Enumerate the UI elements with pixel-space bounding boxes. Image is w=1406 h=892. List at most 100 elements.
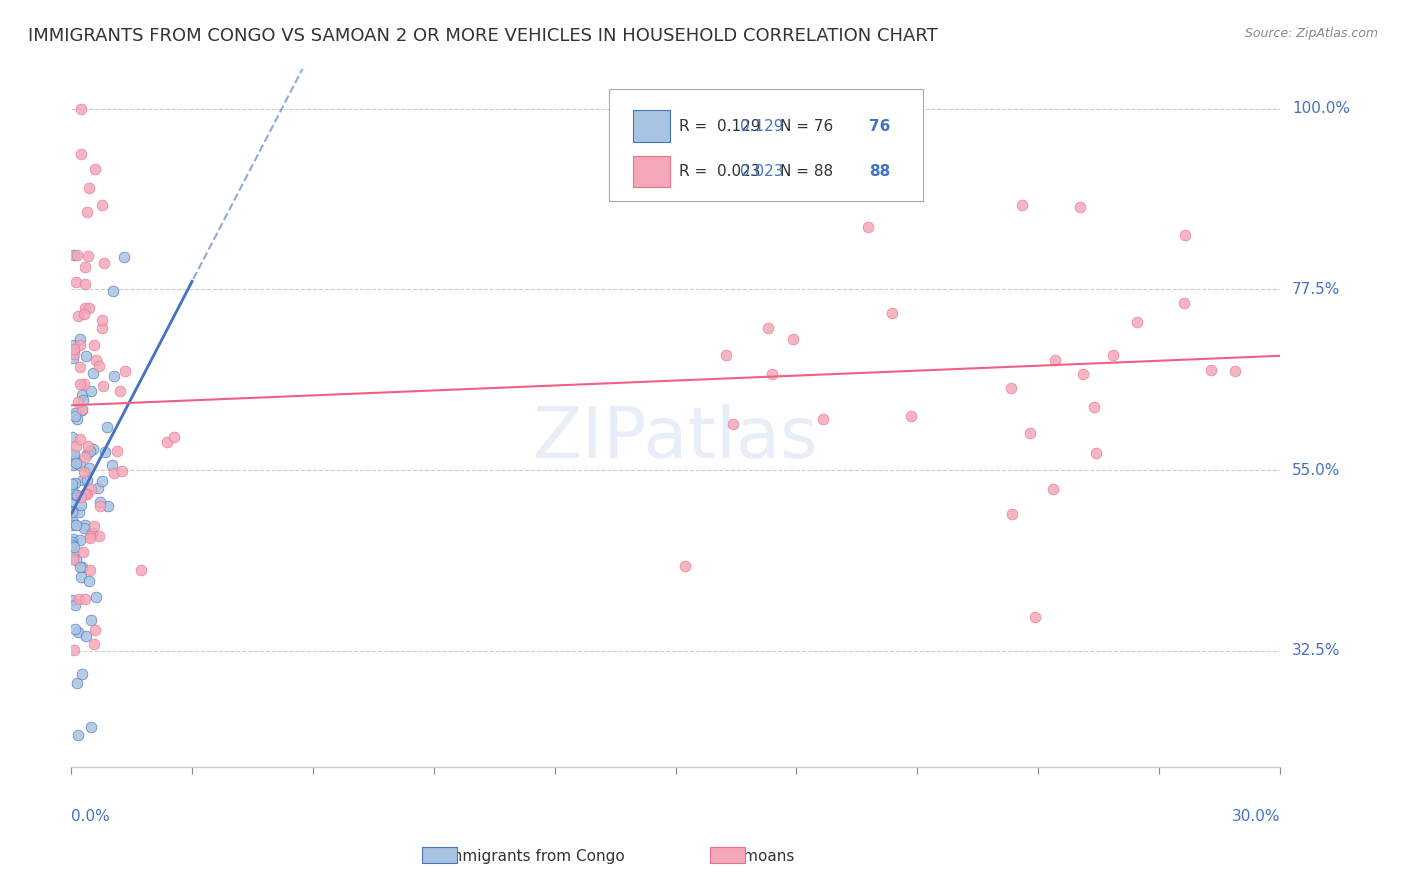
Point	[1084, 446, 1107, 460]
Point	[77, 181, 100, 195]
Point	[91, 198, 114, 212]
Point	[108, 384, 131, 398]
Point	[756, 321, 779, 335]
Point	[73, 487, 96, 501]
Point	[69, 458, 91, 472]
Point	[60, 486, 83, 500]
Point	[69, 570, 91, 584]
Point	[67, 592, 90, 607]
Point	[60, 538, 83, 552]
Point	[673, 559, 696, 574]
Point	[83, 162, 105, 177]
Point	[1073, 367, 1095, 381]
Point	[83, 518, 105, 533]
Point	[65, 439, 87, 453]
Text: R =  0.023    N = 88: R = 0.023 N = 88	[679, 164, 834, 178]
Point	[82, 442, 104, 456]
Text: Immigrants from Congo: Immigrants from Congo	[443, 849, 626, 863]
Text: 76: 76	[869, 119, 890, 134]
Point	[72, 545, 94, 559]
Point	[163, 430, 186, 444]
Point	[65, 488, 87, 502]
Point	[62, 447, 84, 461]
Point	[1199, 363, 1222, 377]
Point	[80, 525, 103, 540]
Point	[65, 409, 87, 423]
Point	[156, 435, 179, 450]
Point	[1223, 364, 1246, 378]
Text: 100.0%: 100.0%	[1292, 101, 1350, 116]
Point	[83, 637, 105, 651]
Point	[72, 376, 94, 391]
Point	[103, 285, 125, 299]
Point	[66, 676, 89, 690]
Point	[79, 563, 101, 577]
FancyBboxPatch shape	[633, 156, 669, 187]
Point	[101, 458, 124, 472]
Point	[129, 563, 152, 577]
Point	[93, 256, 115, 270]
Point	[91, 475, 114, 489]
Point	[89, 495, 111, 509]
Text: ZIPatlas: ZIPatlas	[533, 404, 818, 474]
Point	[62, 515, 84, 529]
Point	[73, 592, 96, 607]
Point	[79, 529, 101, 543]
Point	[84, 352, 107, 367]
Point	[69, 377, 91, 392]
Text: 0.023: 0.023	[740, 164, 783, 178]
Point	[1018, 426, 1040, 441]
Point	[1126, 315, 1149, 329]
Point	[65, 518, 87, 533]
Point	[72, 393, 94, 408]
Text: 32.5%: 32.5%	[1292, 643, 1340, 658]
Point	[73, 450, 96, 465]
Point	[1083, 400, 1105, 414]
Point	[73, 301, 96, 316]
Text: 30.0%: 30.0%	[1232, 809, 1279, 824]
Point	[77, 574, 100, 588]
Point	[69, 338, 91, 352]
Point	[62, 504, 84, 518]
Point	[63, 548, 86, 562]
Point	[830, 126, 852, 140]
Point	[723, 417, 745, 432]
Point	[62, 347, 84, 361]
Point	[75, 518, 97, 533]
Point	[76, 204, 98, 219]
Point	[1000, 381, 1022, 395]
Point	[84, 591, 107, 605]
Point	[70, 147, 93, 161]
Point	[87, 481, 110, 495]
Point	[69, 498, 91, 512]
Point	[60, 430, 83, 444]
Point	[89, 529, 111, 543]
Point	[69, 533, 91, 547]
Point	[114, 364, 136, 378]
Point	[1042, 483, 1064, 497]
Point	[1043, 352, 1066, 367]
Point	[91, 378, 114, 392]
Point	[77, 301, 100, 315]
Point	[96, 419, 118, 434]
Point	[80, 720, 103, 734]
Point	[60, 506, 83, 520]
Point	[76, 487, 98, 501]
Point	[62, 518, 84, 533]
Point	[65, 275, 87, 289]
Point	[72, 473, 94, 487]
Point	[103, 466, 125, 480]
Point	[79, 531, 101, 545]
Point	[66, 247, 89, 261]
Point	[69, 359, 91, 374]
Point	[103, 369, 125, 384]
Point	[65, 406, 87, 420]
Point	[75, 629, 97, 643]
Point	[79, 443, 101, 458]
Point	[1001, 507, 1024, 521]
Point	[714, 348, 737, 362]
Text: 0.0%: 0.0%	[72, 809, 110, 824]
Point	[110, 464, 132, 478]
Point	[1011, 197, 1033, 211]
Text: Source: ZipAtlas.com: Source: ZipAtlas.com	[1244, 27, 1378, 40]
